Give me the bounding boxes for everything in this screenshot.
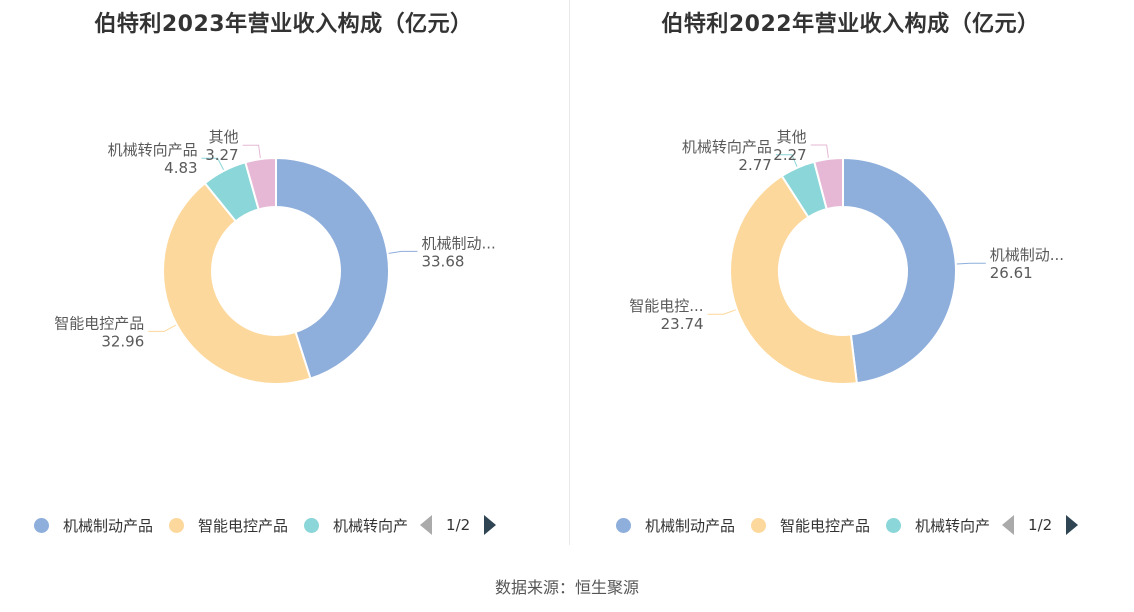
chart-panel-2023: 伯特利2023年营业收入构成（亿元） 机械制动... 33.68 智能电控产品 32.… <box>0 0 567 550</box>
legend-item-smart-control[interactable]: 智能电控产品 <box>169 515 288 536</box>
leader-line-other <box>810 144 829 159</box>
page-indicator: 1/2 <box>1028 516 1053 534</box>
value-steering: 2.77 <box>738 156 771 174</box>
legend-label: 机械转向产 <box>915 516 991 535</box>
leader-line-mechanical-brake <box>956 262 986 265</box>
legend-item-mechanical-brake[interactable]: 机械制动产品 <box>616 515 735 536</box>
legend-pager: 1/2 <box>1002 515 1079 535</box>
legend-label: 机械转向产 <box>333 516 409 535</box>
legend: 机械制动产品 智能电控产品 机械转向产 1/2 <box>616 512 1079 538</box>
legend-label: 智能电控产品 <box>780 516 871 535</box>
value-other: 2.27 <box>773 146 806 164</box>
legend-item-steering[interactable]: 机械转向产 <box>304 515 408 536</box>
slice-other[interactable] <box>813 156 844 211</box>
value-other: 3.27 <box>205 146 238 164</box>
chart-panel-2022: 伯特利2022年营业收入构成（亿元） 机械制动... 26.61 智能电控... 23… <box>567 0 1134 550</box>
slice-smart-control[interactable] <box>729 174 858 385</box>
label-other: 其他 <box>209 128 239 146</box>
legend-item-mechanical-brake[interactable]: 机械制动产品 <box>34 515 153 536</box>
data-source: 数据来源：恒生聚源 <box>494 578 639 597</box>
value-smart-control: 23.74 <box>661 315 704 333</box>
leader-line-steering <box>201 157 225 171</box>
value-smart-control: 32.96 <box>101 332 144 350</box>
legend-item-steering[interactable]: 机械转向产 <box>886 515 990 536</box>
page-indicator: 1/2 <box>446 516 471 534</box>
legend-dot-icon <box>751 517 767 533</box>
chart-title: 伯特利2022年营业收入构成（亿元） <box>661 12 1040 37</box>
legend-item-smart-control[interactable]: 智能电控产品 <box>751 515 870 536</box>
label-other: 其他 <box>777 128 807 146</box>
slice-smart-control[interactable] <box>162 181 312 386</box>
label-steering: 机械转向产品 <box>108 141 198 159</box>
leader-line-smart-control <box>148 324 176 332</box>
value-steering: 4.83 <box>164 159 197 177</box>
label-mechanical-brake: 机械制动... <box>421 234 495 252</box>
next-page-icon[interactable] <box>484 515 497 535</box>
slice-mechanical-brake[interactable] <box>275 156 390 380</box>
label-mechanical-brake: 机械制动... <box>990 246 1064 264</box>
legend-dot-icon <box>304 517 320 533</box>
prev-page-icon[interactable] <box>420 515 433 535</box>
legend-dot-icon <box>616 517 631 533</box>
legend-label: 智能电控产品 <box>198 516 289 535</box>
slice-mechanical-brake[interactable] <box>842 156 957 385</box>
chart-title: 伯特利2023年营业收入构成（亿元） <box>94 12 473 37</box>
value-mechanical-brake: 33.68 <box>421 252 464 270</box>
leader-line-other <box>242 144 261 159</box>
next-page-icon[interactable] <box>1066 515 1079 535</box>
legend: 机械制动产品 智能电控产品 机械转向产 1/2 <box>34 512 497 538</box>
leader-line-smart-control <box>707 309 736 315</box>
legend-pager: 1/2 <box>420 515 497 535</box>
leader-line-steering <box>775 154 798 167</box>
slice-other[interactable] <box>244 156 277 211</box>
label-smart-control: 智能电控... <box>629 297 703 315</box>
legend-dot-icon <box>169 517 185 533</box>
label-smart-control: 智能电控产品 <box>54 314 144 332</box>
prev-page-icon[interactable] <box>1002 515 1015 535</box>
label-steering: 机械转向产品 <box>682 138 772 156</box>
legend-dot-icon <box>34 517 49 533</box>
value-mechanical-brake: 26.61 <box>990 264 1033 282</box>
legend-label: 机械制动产品 <box>645 516 736 535</box>
panel-divider <box>569 0 570 545</box>
legend-dot-icon <box>886 517 902 533</box>
leader-line-mechanical-brake <box>388 250 418 254</box>
legend-label: 机械制动产品 <box>63 516 154 535</box>
